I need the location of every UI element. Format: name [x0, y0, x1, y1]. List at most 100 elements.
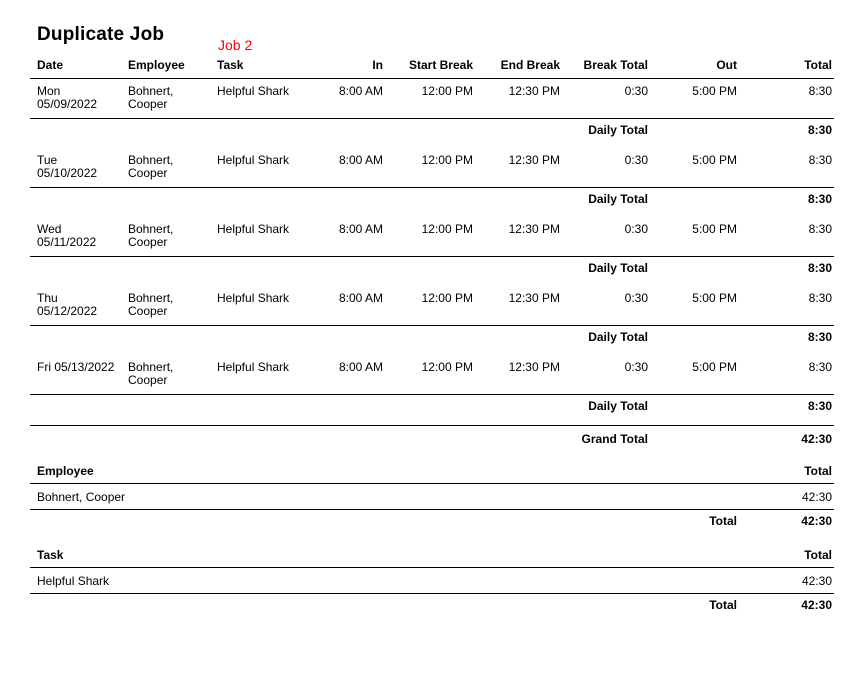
employee-total-label: Total — [709, 514, 737, 528]
column-header-employee: Employee — [128, 58, 185, 72]
daily-total-label: Daily Total — [588, 399, 648, 413]
cell-break-total: 0:30 — [624, 291, 648, 305]
cell-task: Helpful Shark — [217, 360, 290, 374]
cell-date: Thu 05/12/2022 — [37, 291, 98, 318]
employee-summary-total-header: Total — [804, 464, 832, 478]
cell-task: Helpful Shark — [217, 291, 290, 305]
column-header-in: In — [372, 58, 383, 72]
cell-out: 5:00 PM — [692, 360, 737, 374]
cell-start-break: 12:00 PM — [421, 222, 473, 236]
cell-task: Helpful Shark — [217, 222, 290, 236]
cell-total: 8:30 — [808, 360, 832, 374]
task-name: Helpful Shark — [37, 574, 110, 588]
table-row-wed: Wed 05/11/2022 Bohnert, Cooper Helpful S… — [30, 217, 834, 257]
cell-out: 5:00 PM — [692, 222, 737, 236]
table-row-thu: Thu 05/12/2022 Bohnert, Cooper Helpful S… — [30, 286, 834, 326]
cell-task: Helpful Shark — [217, 153, 290, 167]
column-header-date: Date — [37, 58, 64, 72]
cell-total: 8:30 — [808, 153, 832, 167]
cell-end-break: 12:30 PM — [508, 291, 560, 305]
daily-total-label: Daily Total — [588, 261, 648, 275]
cell-date: Wed 05/11/2022 — [37, 222, 97, 249]
cell-date: Tue 05/10/2022 — [37, 153, 98, 180]
cell-break-total: 0:30 — [624, 153, 648, 167]
column-header-start-break: Start Break — [408, 58, 473, 72]
cell-break-total: 0:30 — [624, 360, 648, 374]
cell-start-break: 12:00 PM — [421, 84, 473, 98]
daily-total-value: 8:30 — [807, 330, 832, 344]
cell-break-total: 0:30 — [624, 84, 648, 98]
cell-start-break: 12:00 PM — [421, 360, 473, 374]
task-summary-row: Helpful Shark 42:30 — [30, 568, 834, 594]
cell-task: Helpful Shark — [217, 84, 290, 98]
column-header-break-total: Break Total — [583, 58, 648, 72]
cell-employee: Bohnert, Cooper — [128, 291, 174, 318]
employee-summary-total-row: Total 42:30 — [30, 510, 834, 528]
column-header-out: Out — [716, 58, 737, 72]
cell-total: 8:30 — [808, 84, 832, 98]
table-row-mon: Mon 05/09/2022 Bohnert, Cooper Helpful S… — [30, 79, 834, 119]
daily-total-row: Daily Total 8:30 — [30, 257, 834, 286]
employee-summary: Employee Total Bohnert, Cooper 42:30 Tot… — [30, 465, 834, 528]
cell-end-break: 12:30 PM — [508, 84, 560, 98]
cell-employee: Bohnert, Cooper — [128, 222, 174, 249]
cell-in: 8:00 AM — [338, 153, 383, 167]
cell-employee: Bohnert, Cooper — [128, 153, 174, 180]
daily-total-value: 8:30 — [807, 192, 832, 206]
daily-total-row: Daily Total 8:30 — [30, 119, 834, 148]
cell-end-break: 12:30 PM — [508, 222, 560, 236]
cell-break-total: 0:30 — [624, 222, 648, 236]
grand-total-value: 42:30 — [801, 432, 832, 446]
column-header-end-break: End Break — [500, 58, 560, 72]
cell-in: 8:00 AM — [338, 291, 383, 305]
daily-total-label: Daily Total — [588, 192, 648, 206]
daily-total-row: Daily Total 8:30 — [30, 188, 834, 217]
daily-total-value: 8:30 — [807, 123, 832, 137]
cell-in: 8:00 AM — [338, 84, 383, 98]
employee-summary-row: Bohnert, Cooper 42:30 — [30, 484, 834, 510]
daily-total-value: 8:30 — [807, 399, 832, 413]
employee-name: Bohnert, Cooper — [37, 490, 126, 504]
table-row-tue: Tue 05/10/2022 Bohnert, Cooper Helpful S… — [30, 148, 834, 188]
table-header-row: Date Employee Task In Start Break End Br… — [30, 58, 834, 79]
employee-total-value: 42:30 — [801, 514, 832, 528]
task-summary-total-row: Total 42:30 — [30, 594, 834, 612]
daily-total-label: Daily Total — [588, 123, 648, 137]
task-row-total: 42:30 — [801, 574, 832, 588]
cell-date: Mon 05/09/2022 — [37, 84, 98, 111]
employee-summary-header: Employee Total — [30, 465, 834, 484]
cell-employee: Bohnert, Cooper — [128, 360, 174, 387]
cell-start-break: 12:00 PM — [421, 153, 473, 167]
task-summary-title: Task — [37, 548, 64, 562]
cell-employee: Bohnert, Cooper — [128, 84, 174, 111]
cell-start-break: 12:00 PM — [421, 291, 473, 305]
cell-out: 5:00 PM — [692, 84, 737, 98]
cell-end-break: 12:30 PM — [508, 153, 560, 167]
daily-total-label: Daily Total — [588, 330, 648, 344]
employee-row-total: 42:30 — [801, 490, 832, 504]
report-content: Duplicate Job Job 2 Date Employee Task I… — [30, 0, 834, 612]
column-header-task: Task — [217, 58, 244, 72]
cell-out: 5:00 PM — [692, 153, 737, 167]
task-summary-header: Task Total — [30, 549, 834, 568]
daily-total-value: 8:30 — [807, 261, 832, 275]
task-summary: Task Total Helpful Shark 42:30 Total 42:… — [30, 549, 834, 612]
grand-total-label: Grand Total — [581, 432, 648, 446]
grand-total-row: Grand Total 42:30 — [30, 426, 834, 446]
table-row-fri: Fri 05/13/2022 Bohnert, Cooper Helpful S… — [30, 355, 834, 395]
cell-end-break: 12:30 PM — [508, 360, 560, 374]
daily-total-row: Daily Total 8:30 — [30, 326, 834, 355]
cell-in: 8:00 AM — [338, 360, 383, 374]
task-total-label: Total — [709, 598, 737, 612]
task-total-value: 42:30 — [801, 598, 832, 612]
column-header-total: Total — [804, 58, 832, 72]
employee-summary-title: Employee — [37, 464, 94, 478]
task-summary-total-header: Total — [804, 548, 832, 562]
job-subtitle: Job 2 — [218, 37, 253, 53]
cell-date: Fri 05/13/2022 — [37, 360, 115, 374]
cell-out: 5:00 PM — [692, 291, 737, 305]
cell-total: 8:30 — [808, 222, 832, 236]
cell-total: 8:30 — [808, 291, 832, 305]
daily-total-row: Daily Total 8:30 — [30, 395, 834, 426]
